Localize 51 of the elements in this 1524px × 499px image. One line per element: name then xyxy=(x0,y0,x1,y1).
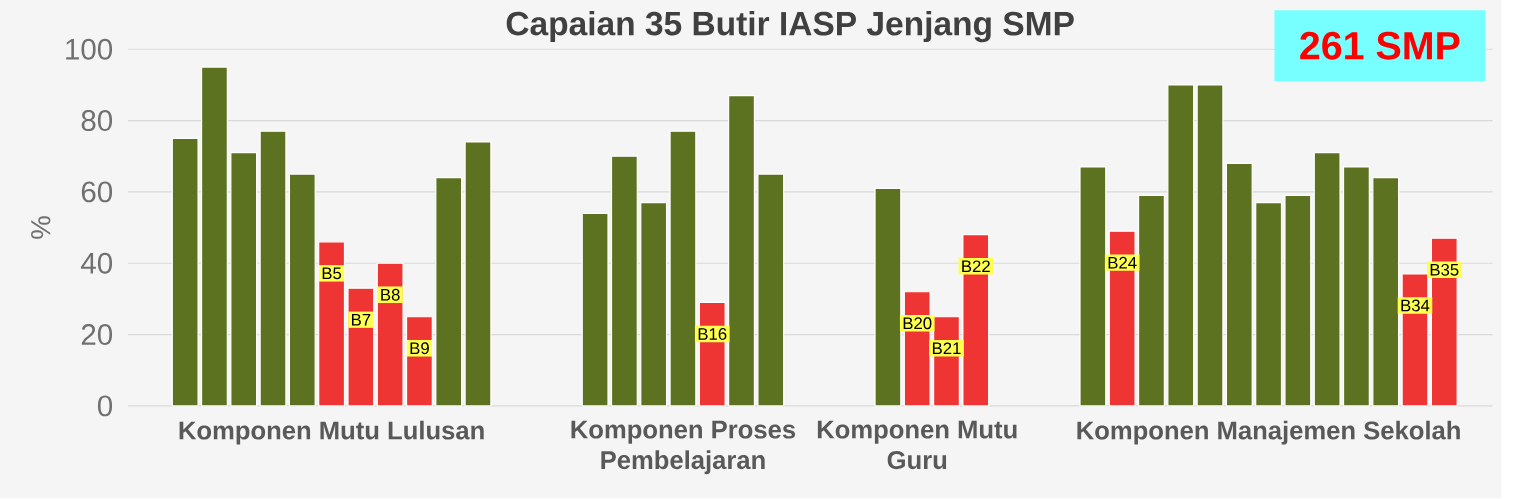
data-label: B8 xyxy=(381,289,400,301)
data-label: B5 xyxy=(322,267,342,280)
bar xyxy=(757,173,785,407)
x-tick-label: Komponen Manajemen Sekolah xyxy=(1077,420,1460,445)
data-label: B22 xyxy=(962,260,990,273)
bar xyxy=(1255,202,1283,407)
chart-title: Capaian 35 Butir IASP Jenjang SMP xyxy=(506,11,1074,43)
bar xyxy=(200,66,228,407)
bar xyxy=(288,173,316,407)
data-label: B16 xyxy=(698,328,727,341)
y-tick-label: 100 xyxy=(66,39,113,60)
x-tick-label: Komponen Mutu Lulusan xyxy=(179,420,484,445)
bar xyxy=(259,130,287,407)
bar xyxy=(1225,163,1253,407)
data-label: B7 xyxy=(351,314,371,326)
bar xyxy=(640,202,668,407)
data-label: B34 xyxy=(1401,299,1430,312)
bar xyxy=(669,130,697,407)
bar xyxy=(610,155,638,407)
annotation: 261 SMP xyxy=(1300,32,1460,60)
bar xyxy=(1313,152,1341,407)
bar xyxy=(435,177,463,407)
bar xyxy=(1372,177,1400,407)
y-axis-title: % xyxy=(31,216,51,240)
bar xyxy=(874,188,902,407)
y-tick-label: 60 xyxy=(81,181,113,203)
bar xyxy=(728,95,755,407)
bar xyxy=(1137,195,1165,407)
data-label: B24 xyxy=(1108,257,1137,269)
bar xyxy=(1079,166,1107,407)
y-tick-label: 40 xyxy=(81,253,113,274)
data-label: B21 xyxy=(932,342,961,355)
data-label: B20 xyxy=(903,317,932,330)
y-tick-label: 0 xyxy=(97,395,113,417)
bar xyxy=(1430,237,1458,407)
data-label: B35 xyxy=(1430,264,1459,276)
bar xyxy=(581,212,609,407)
bar xyxy=(318,241,346,407)
bar xyxy=(1342,166,1370,407)
data-label: B9 xyxy=(410,342,429,355)
y-tick-label: 20 xyxy=(81,324,113,346)
bar xyxy=(230,152,258,407)
bar xyxy=(171,138,199,407)
bar xyxy=(1167,84,1195,407)
y-tick-label: 80 xyxy=(81,110,113,132)
bar xyxy=(1284,195,1312,407)
bar xyxy=(464,141,492,407)
bar xyxy=(376,262,404,407)
x-tick-label: Komponen Mutu Guru xyxy=(817,420,1017,470)
x-tick-label: Komponen Proses Pembelajaran xyxy=(571,420,796,475)
bar xyxy=(1196,84,1224,407)
